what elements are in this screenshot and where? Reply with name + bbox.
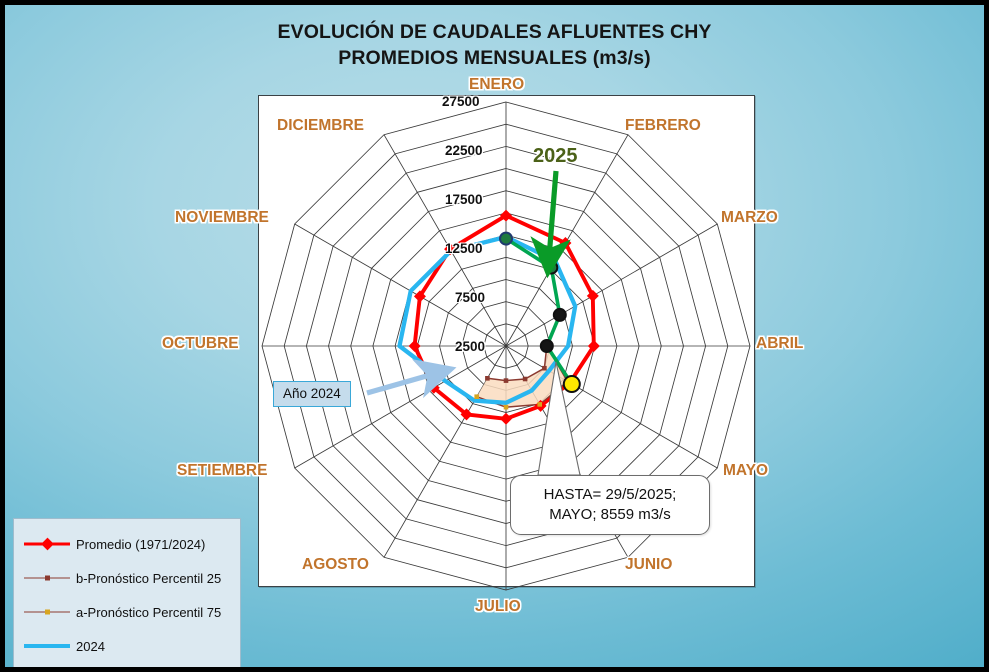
axis-label-febrero: FEBRERO [625, 117, 701, 134]
legend-label-2024: 2024 [76, 638, 105, 654]
legend-key-percentil-75 [24, 605, 70, 619]
rtick-7500: 7500 [455, 290, 486, 305]
rtick-27500: 27500 [442, 94, 480, 109]
radar-chart-svg [261, 101, 751, 591]
rtick-17500: 17500 [445, 192, 483, 207]
legend-label-percentil-25: b-Pronóstico Percentil 25 [76, 570, 222, 586]
chart-page: EVOLUCIÓN DE CAUDALES AFLUENTES CHY PROM… [5, 5, 984, 667]
legend-item-promedio[interactable]: Promedio (1971/2024) [14, 527, 240, 561]
chart-legend: Promedio (1971/2024) b-Pronóstico Percen… [13, 518, 241, 667]
axis-label-noviembre: NOVIEMBRE [175, 209, 269, 226]
legend-label-promedio: Promedio (1971/2024) [76, 536, 206, 552]
legend-key-2024 [24, 639, 70, 653]
callout-hasta-line2: MAYO; 8559 m3/s [549, 506, 671, 523]
annotation-2025: 2025 [533, 145, 578, 167]
series-2024 [397, 234, 578, 405]
rtick-12500: 12500 [445, 241, 483, 256]
axis-label-octubre: OCTUBRE [162, 335, 239, 352]
legend-item-2024[interactable]: 2024 [14, 629, 240, 663]
axis-label-abril: ABRIL [756, 335, 804, 352]
axis-label-agosto: AGOSTO [302, 556, 369, 573]
callout-hasta-line1: HASTA= 29/5/2025; [543, 486, 677, 503]
callout-hasta: HASTA= 29/5/2025; MAYO; 8559 m3/s [510, 475, 710, 535]
annotation-ano-2024: Año 2024 [273, 381, 351, 407]
rtick-22500: 22500 [445, 143, 483, 158]
axis-label-julio: JULIO [475, 598, 521, 615]
arrow-2025 [530, 170, 571, 279]
legend-key-promedio [24, 537, 70, 551]
percentile-band [476, 346, 568, 408]
arrow-ano-2024 [366, 359, 457, 399]
axis-label-diciembre: DICIEMBRE [277, 117, 364, 134]
axis-label-mayo: MAYO [723, 462, 769, 479]
axis-label-junio: JUNIO [625, 556, 673, 573]
chart-title-line1: EVOLUCIÓN DE CAUDALES AFLUENTES CHY [277, 21, 712, 43]
legend-label-percentil-75: a-Pronóstico Percentil 75 [76, 604, 222, 620]
legend-key-percentil-25 [24, 571, 70, 585]
rtick-2500: 2500 [455, 339, 486, 354]
legend-item-percentil-25[interactable]: b-Pronóstico Percentil 25 [14, 561, 240, 595]
chart-title: EVOLUCIÓN DE CAUDALES AFLUENTES CHY PROM… [5, 19, 984, 71]
axis-label-marzo: MARZO [721, 209, 778, 226]
chart-title-line2: PROMEDIOS MENSUALES (m3/s) [338, 47, 651, 69]
axis-label-setiembre: SETIEMBRE [177, 462, 268, 479]
legend-item-percentil-75[interactable]: a-Pronóstico Percentil 75 [14, 595, 240, 629]
axis-label-enero: ENERO [469, 76, 525, 93]
